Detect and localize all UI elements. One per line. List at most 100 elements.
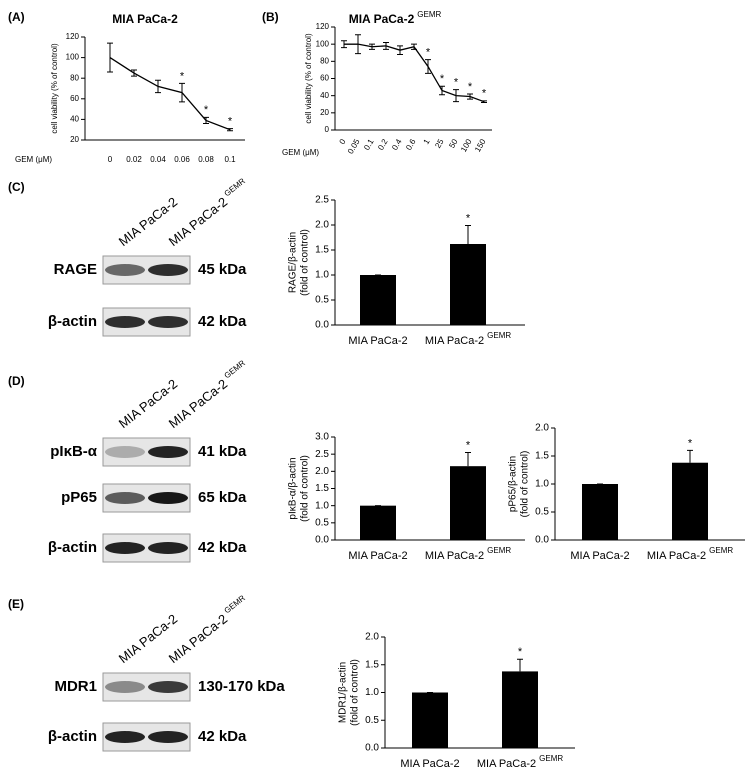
- significance: *: [466, 439, 471, 451]
- y-tick-label: 0.5: [315, 295, 329, 306]
- error-bar: [179, 82, 185, 103]
- y-tick-label: 1.0: [315, 500, 329, 511]
- y-tick-label: 1.5: [365, 659, 379, 670]
- panel-label: (D): [8, 374, 25, 388]
- x-tick-label: 0: [338, 137, 348, 146]
- significance: *: [688, 437, 693, 449]
- error-bar: [107, 42, 113, 73]
- band: [148, 264, 188, 276]
- band-size: 41 kDa: [198, 443, 247, 460]
- x-tick-label: MIA PaCa-2: [425, 335, 484, 347]
- y-axis-label: cell viability (% of control): [304, 33, 313, 124]
- band: [148, 446, 188, 458]
- x-tick-label: MIA PaCa-2: [400, 758, 459, 770]
- bar: [502, 671, 538, 748]
- band: [105, 264, 145, 276]
- panel-label: (B): [262, 10, 279, 24]
- y-axis-label: (fold of control): [300, 455, 311, 522]
- x-tick-label: MIA PaCa-2: [647, 550, 706, 562]
- y-tick-label: 1.5: [315, 483, 329, 494]
- y-tick-label: 0.5: [535, 507, 549, 518]
- y-tick-label: 0.5: [315, 517, 329, 528]
- x-tick-label: MIA PaCa-2: [570, 550, 629, 562]
- x-tick-label: 1: [422, 137, 432, 146]
- y-tick-label: 40: [320, 91, 329, 100]
- significance: *: [180, 70, 185, 82]
- y-tick-label: 120: [66, 32, 80, 41]
- chart-title: MIA PaCa-2: [112, 12, 178, 26]
- y-tick-label: 0: [325, 125, 330, 134]
- band: [105, 542, 145, 554]
- chart-title-sup: GEMR: [417, 10, 441, 19]
- y-tick-label: 1.5: [315, 245, 329, 256]
- error-bar: [355, 34, 361, 55]
- y-tick-label: 0.0: [315, 535, 329, 546]
- x-axis-label: GEM (μM): [15, 155, 52, 164]
- bar: [412, 692, 448, 748]
- error-bar: [341, 40, 347, 49]
- y-axis-label: MDR1/β-actin: [338, 662, 349, 723]
- y-tick-label: 0.0: [365, 743, 379, 754]
- error-bar: [439, 85, 445, 96]
- error-bar: [383, 41, 389, 50]
- band: [148, 492, 188, 504]
- error-bar: [425, 59, 431, 74]
- error-bar: [397, 45, 403, 55]
- y-axis-label: RAGE/β-actin: [288, 232, 299, 293]
- y-tick-label: 40: [70, 115, 79, 124]
- error-bar: [517, 658, 523, 672]
- y-tick-label: 80: [70, 73, 79, 82]
- x-tick-label: 50: [447, 137, 460, 150]
- x-tick-label-sup: GEMR: [539, 754, 563, 763]
- bar: [450, 466, 486, 540]
- significance: *: [466, 212, 471, 224]
- significance: *: [204, 104, 209, 116]
- band: [148, 542, 188, 554]
- line: [344, 43, 485, 103]
- band: [148, 681, 188, 693]
- y-tick-label: 120: [316, 22, 330, 31]
- x-tick-label: 0.1: [224, 155, 236, 164]
- band-name: β-actin: [48, 539, 97, 556]
- y-tick-label: 2.0: [315, 220, 329, 231]
- y-axis-label: (fold of control): [300, 229, 311, 296]
- y-tick-label: 80: [320, 56, 329, 65]
- x-tick-label: 25: [433, 137, 446, 150]
- x-tick-label: 150: [473, 137, 488, 154]
- y-axis-label: pP65/β-actin: [508, 456, 519, 512]
- y-tick-label: 2.0: [535, 423, 549, 434]
- y-tick-label: 2.5: [315, 449, 329, 460]
- x-tick-label: 0.04: [150, 155, 166, 164]
- x-tick-label: 0.4: [390, 137, 404, 152]
- x-tick-label: 0: [108, 155, 113, 164]
- band-name: pP65: [61, 489, 97, 506]
- y-tick-label: 2.0: [365, 632, 379, 643]
- y-tick-label: 1.0: [535, 479, 549, 490]
- band-name: RAGE: [54, 261, 97, 278]
- y-tick-label: 20: [320, 108, 329, 117]
- x-tick-label: 0.05: [346, 137, 362, 155]
- error-bar: [453, 89, 459, 103]
- y-axis-label: (fold of control): [520, 451, 531, 518]
- band: [105, 731, 145, 743]
- error-bar: [131, 69, 137, 77]
- error-bar: [411, 43, 417, 50]
- error-bar: [155, 79, 161, 94]
- band: [105, 681, 145, 693]
- x-tick-label: 0.06: [174, 155, 190, 164]
- significance: *: [468, 81, 473, 93]
- y-tick-label: 100: [316, 39, 330, 48]
- error-bar: [465, 451, 471, 467]
- error-bar: [467, 93, 473, 100]
- x-tick-label: MIA PaCa-2: [348, 335, 407, 347]
- chart-title: MIA PaCa-2: [349, 12, 415, 26]
- panel-label: (E): [8, 597, 24, 611]
- band-name: pIκB-α: [50, 443, 98, 460]
- y-tick-label: 1.5: [535, 451, 549, 462]
- band-name: MDR1: [54, 678, 97, 695]
- error-bar: [203, 116, 209, 125]
- y-axis-label: (fold of control): [350, 659, 361, 726]
- bar: [360, 505, 396, 540]
- x-axis-label: GEM (μM): [282, 148, 319, 157]
